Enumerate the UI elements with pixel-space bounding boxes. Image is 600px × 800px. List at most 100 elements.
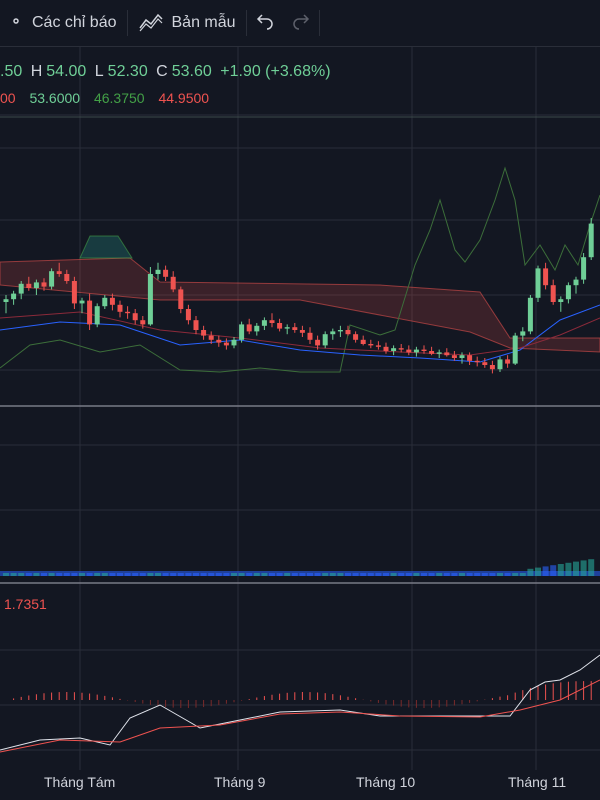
volume-bar (261, 573, 268, 576)
toolbar-divider (126, 10, 128, 36)
volume-bar (291, 573, 298, 576)
undo-button[interactable] (247, 0, 283, 46)
candle-body (421, 349, 427, 351)
volume-bar (360, 573, 367, 576)
indicators-icon (10, 14, 24, 33)
candle-body (467, 355, 473, 361)
volume-bar (253, 573, 260, 576)
volume-bar (86, 573, 93, 576)
close-prefix: C (156, 63, 168, 80)
low-prefix: L (94, 63, 104, 80)
volume-bar (329, 573, 336, 576)
volume-bar (565, 562, 572, 576)
candle-body (170, 276, 176, 290)
volume-bar (451, 573, 458, 576)
volume-bar (512, 573, 519, 576)
candle-body (489, 365, 495, 370)
volume-bar (504, 573, 511, 576)
volume-bar (390, 573, 397, 576)
volume-bar (79, 573, 85, 576)
volume-bar (223, 573, 230, 576)
indicator-lines (0, 166, 600, 373)
candle-body (527, 297, 533, 332)
candle-body (459, 355, 465, 358)
volume-bar (132, 573, 139, 576)
volume-bar (94, 573, 101, 576)
volume-bar (231, 573, 237, 576)
volume-bar (193, 573, 199, 576)
candle-body (193, 320, 199, 330)
cloud-bullish (79, 235, 133, 259)
candle-body (398, 348, 404, 350)
low-value: 52.30 (107, 63, 148, 80)
x-axis: Tháng Tám Tháng 9 Tháng 10 Tháng 11 (0, 770, 600, 798)
ohlc-legend: .50 H 54.00 L 52.30 C 53.60 +1.90 (+3.68%) (0, 63, 335, 81)
volume-bar (33, 573, 40, 576)
candle-body (512, 335, 518, 364)
volume-bar (459, 573, 465, 576)
candle-body (550, 285, 556, 302)
templates-button[interactable]: Bản mẫu (128, 0, 246, 46)
candle-body (360, 339, 366, 344)
candle-body (178, 289, 184, 309)
conversion-line (0, 304, 600, 363)
indicators-button[interactable]: Các chỉ báo (0, 0, 127, 46)
volume-bar (428, 573, 435, 576)
candle-body (299, 330, 305, 333)
candle-body (284, 327, 290, 329)
volume-bar (238, 573, 245, 576)
candle-body (406, 349, 412, 353)
candle-body (543, 268, 549, 286)
top-toolbar: Các chỉ báo Bản mẫu (0, 0, 600, 47)
volume-bar (41, 573, 47, 576)
candle-body (254, 325, 260, 332)
volume-bar (557, 564, 564, 576)
volume-bar (71, 573, 78, 576)
ichimoku-value-0: 00 (0, 90, 16, 106)
candle-body (520, 331, 526, 336)
volume-bar (208, 573, 215, 576)
macd-line (0, 654, 600, 751)
signal-line (0, 679, 600, 753)
candle-body (345, 330, 351, 335)
candle-body (33, 282, 39, 288)
chart-grid (0, 46, 600, 770)
candle-body (109, 297, 115, 305)
candle-body (307, 332, 313, 340)
candle-body (413, 349, 419, 353)
redo-icon (291, 12, 311, 35)
candle-body (497, 359, 503, 370)
volume-bar (535, 567, 541, 576)
volume-bar (405, 573, 412, 576)
ichimoku-value-2: 46.3750 (93, 90, 145, 106)
ichimoku-value-3: 44.9500 (158, 90, 210, 106)
candle-body (185, 309, 191, 321)
redo-button[interactable] (283, 0, 319, 46)
volume-bar (421, 573, 427, 576)
volume-bar (481, 573, 488, 576)
volume-bars (0, 559, 600, 576)
x-tick-label: Tháng 9 (214, 774, 266, 790)
volume-bar (63, 573, 70, 576)
volume-bar (588, 559, 595, 576)
volume-bar (307, 573, 313, 576)
candle-body (117, 304, 123, 312)
volume-bar (147, 573, 154, 576)
change-value: +1.90 (+3.68%) (220, 63, 331, 80)
candle-body (201, 330, 207, 336)
candle-body (140, 320, 146, 325)
candle-body (383, 346, 389, 351)
toolbar-divider (318, 10, 320, 36)
high-value: 54.00 (46, 63, 87, 80)
candle-body (239, 324, 245, 340)
volume-bar (443, 573, 450, 576)
open-value: .50 (0, 63, 23, 80)
volume-bar (466, 573, 473, 576)
candle-body (269, 320, 275, 323)
x-tick-label: Tháng Tám (44, 774, 116, 790)
volume-bar (215, 573, 222, 576)
candle-body (451, 355, 457, 358)
volume-bar (269, 573, 275, 576)
templates-icon (138, 10, 164, 37)
